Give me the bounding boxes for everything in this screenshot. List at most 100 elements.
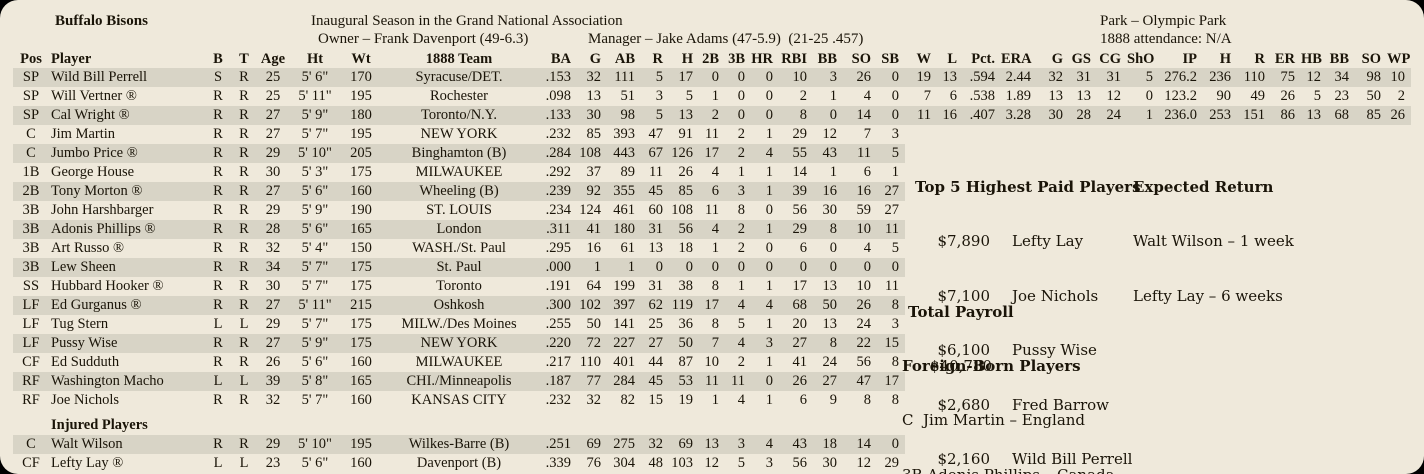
table-row[interactable]: LF Ed Gurganus ® R R 27 5' 11" 215 Oshkosh .300 1… [13,296,1411,315]
stat-cell: 32 [265,240,281,256]
table-row[interactable]: RF Washington Macho L L 39 5' 8" 165 CHI./Minne… [13,372,1411,391]
table-row[interactable]: C Jumbo Price ® R R 29 5' 10" 205 Binghamton (B… [13,144,1411,163]
stat-cell [1327,182,1355,201]
stat-cell: 160 [350,455,372,471]
stat-cell [1301,163,1327,182]
stat-cell: 1 [765,126,773,142]
stat-cell: Wilkes-Barre (B) [381,435,537,454]
stat-cell: R [205,220,231,239]
stat-cell [905,125,937,144]
top-paid-row[interactable]: $2,680 Fred Barrow [915,396,1141,415]
stat-cell [1355,182,1387,201]
top-paid-row[interactable]: $7,890 Lefty Lay [915,232,1141,251]
stat-cell: 11 [705,202,719,218]
table-row[interactable]: SP Cal Wright ® R R 27 5' 9" 180 Toronto/N.Y. .1… [13,106,1411,125]
stat-cell: .220 [537,334,577,353]
foreign-born-row: C Jim Martin – England [902,411,1086,429]
stat-cell: 19 [678,392,694,408]
table-row[interactable]: 3B Lew Sheen R R 34 5' 7" 175 St. Paul .000 1 1 0 0 0… [13,258,1411,277]
stat-cell: NEW YORK [420,126,498,142]
stat-cell [1127,125,1159,144]
stat-cell: 0 [737,88,745,104]
stat-cell [1355,239,1387,258]
stat-cell: 1 [765,164,773,180]
stat-cell [1301,258,1327,277]
stat-cell: R [239,392,249,408]
column-header: HB [1301,51,1322,67]
table-row[interactable]: C Jim Martin R R 27 5' 7" 195 NEW YORK .232 85 393… [13,125,1411,144]
stat-cell [1301,201,1327,220]
stat-cell: 7 [923,88,931,104]
stat-cell [1271,454,1301,473]
stat-cell: 29 [257,435,289,454]
table-row[interactable]: CF Ed Sudduth R R 26 5' 6" 160 MILWAUKEE .217 110… [13,353,1411,372]
column-header: R [652,51,663,67]
stat-cell: 5' 7" [301,126,329,142]
top-paid-row[interactable]: $6,100 Pussy Wise [915,341,1141,360]
top-paid-row[interactable]: $2,160 Wild Bill Perrell [915,450,1141,469]
stat-cell: 175 [350,316,372,332]
stat-cell: 32 [265,392,281,408]
player-name-cell: Joe Nichols [51,392,120,408]
stat-cell: 45 [641,182,669,201]
table-row[interactable]: 3B John Harshbarger R R 29 5' 9" 190 ST. LOUIS.… [13,201,1411,220]
stat-cell: 175 [341,334,381,353]
stat-cell: 10 [779,68,813,87]
table-row[interactable]: 3B Adonis Phillips ® R R 28 5' 6" 165 London .31… [13,220,1411,239]
stat-cell: LF [13,296,49,315]
stat-cell [1301,182,1327,201]
stat-cell [1159,391,1203,410]
top-paid-row[interactable]: $7,100 Joe Nichols [915,287,1141,306]
stat-cell: 1 [829,88,837,104]
column-header: CG [1099,51,1121,67]
stat-cell [1159,372,1203,391]
stat-cell: 11 [725,372,751,391]
stat-cell: 5 [737,316,745,332]
stat-cell: .594 [963,68,1001,87]
stat-cell [1069,125,1097,144]
stat-cell: 13 [586,88,602,104]
stat-cell: 1 [737,278,745,294]
stat-cell: R [231,106,257,125]
stat-cell [1355,334,1387,353]
table-row[interactable]: SP Wild Bill Perrell S R 25 5' 6" 170 Syracuse/… [13,68,1411,87]
stat-cell [1387,435,1411,454]
stat-cell: 1 [607,258,641,277]
stat-cell: 5' 3" [301,164,329,180]
stat-cell: SP [13,68,49,87]
table-row[interactable]: LF Tug Stern L L 29 5' 7" 175 MILW./Des Moines.… [13,315,1411,334]
table-row[interactable]: SS Hubbard Hooker ® R R 30 5' 7" 175 Toronto .19… [13,277,1411,296]
stat-cell: 27 [257,182,289,201]
stat-cell: 180 [341,106,381,125]
stat-cell: 1 [711,88,719,104]
stat-cell: 8 [711,316,719,332]
manager-label: Manager – Jake Adams (47-5.9) (21-25 .45… [588,31,864,47]
stat-cell: 39 [257,372,289,391]
stat-cell: L [239,455,249,471]
player-name-cell: Tony Morton ® [49,182,205,201]
stat-cell: 8 [813,220,843,239]
player-name-cell: Hubbard Hooker ® [51,278,164,294]
stat-cell: 175 [350,278,372,294]
stat-cell: 67 [641,144,669,163]
table-row[interactable]: 1B George House R R 30 5' 3" 175 MILWAUKEE .292 3… [13,163,1411,182]
table-row[interactable]: CF Lefty Lay ® L L 23 5' 6" 160 Davenport (B) .3… [13,454,1411,473]
table-row[interactable]: LF Pussy Wise R R 27 5' 9" 175 NEW YORK .220 72 22… [13,334,1411,353]
total-payroll-title: Total Payroll [908,303,1014,321]
stat-cell: 8 [813,334,843,353]
stat-cell [1237,372,1271,391]
table-row[interactable]: C Walt Wilson R R 29 5' 10" 195 Wilkes-Barre (B… [13,435,1411,454]
table-row[interactable]: SP Will Vertner ® R R 25 5' 11" 195 Rochester .0… [13,87,1411,106]
stat-cell: R [231,435,257,454]
stat-cell: .251 [537,435,577,454]
stat-cell: 5' 8" [289,372,341,391]
stat-cell: 8 [863,392,871,408]
stat-cell [1387,182,1411,201]
table-row[interactable]: RF Joe Nichols R R 32 5' 7" 160 KANSAS CITY .232… [13,391,1411,410]
stat-cell: 14 [792,164,808,180]
table-row[interactable]: 3B Art Russo ® R R 32 5' 4" 150 WASH./St. Paul.… [13,239,1411,258]
player-name: Lefty Lay [1012,232,1084,250]
stat-cell: R [231,144,257,163]
table-row[interactable]: 2B Tony Morton ® R R 27 5' 6" 160 Wheeling (B).… [13,182,1411,201]
